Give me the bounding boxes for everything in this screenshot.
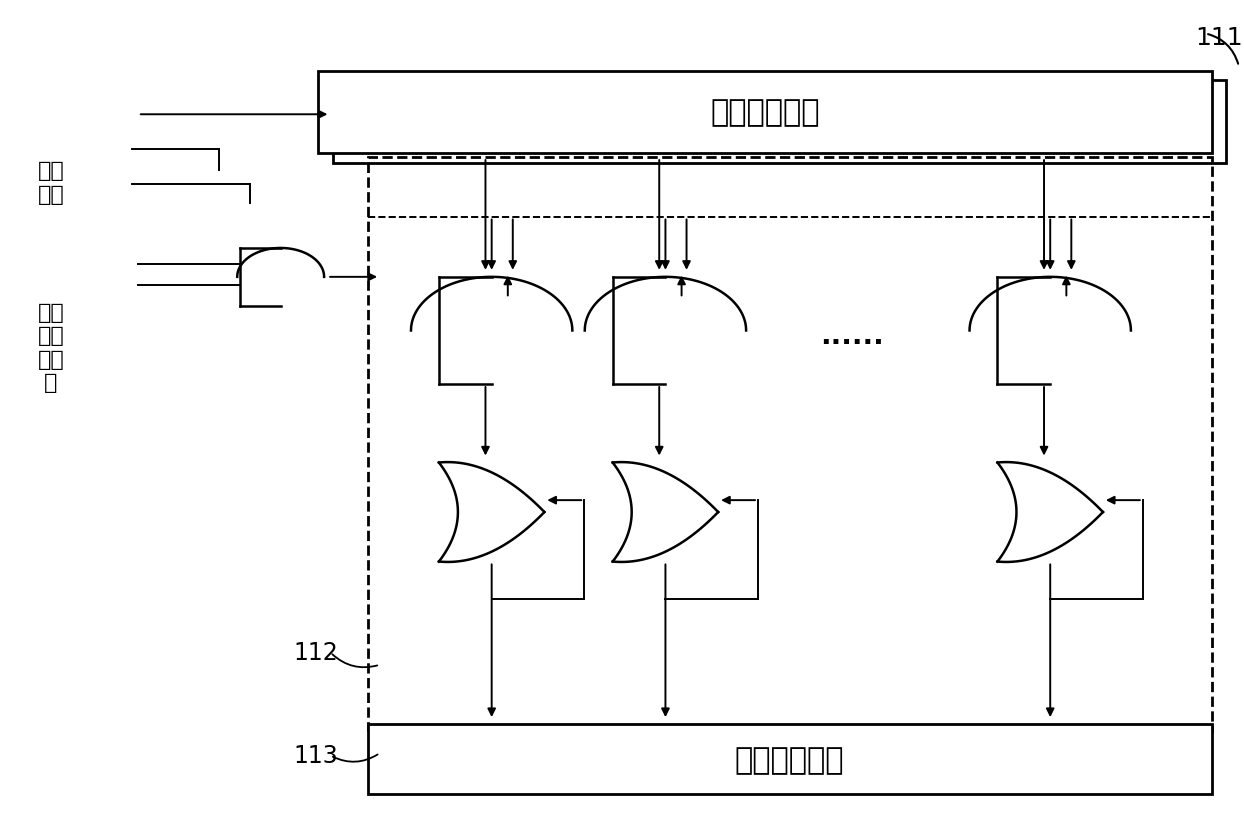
Text: 112: 112 [294,641,338,665]
FancyBboxPatch shape [318,71,1212,154]
Text: 第一寄存器组: 第一寄存器组 [710,98,820,127]
FancyBboxPatch shape [367,724,1212,794]
Text: ......: ...... [820,321,883,349]
Text: 第二寄存器组: 第二寄存器组 [735,745,845,774]
Text: 控制
信号: 控制 信号 [37,161,65,204]
Text: 待译
码序
列输
入: 待译 码序 列输 入 [37,303,65,392]
FancyBboxPatch shape [333,81,1227,164]
Text: 111: 111 [1195,26,1243,50]
Text: 113: 113 [294,743,338,767]
